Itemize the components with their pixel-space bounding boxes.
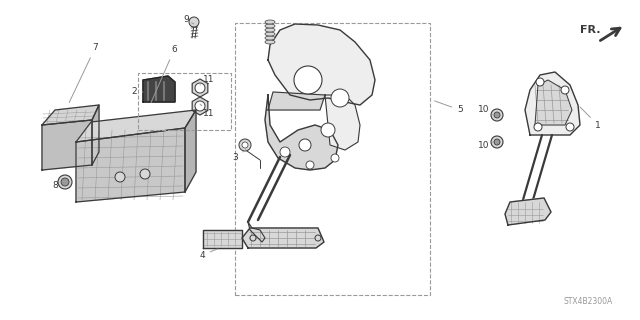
Text: 11: 11 <box>200 76 215 85</box>
Circle shape <box>61 178 69 186</box>
Polygon shape <box>42 105 99 125</box>
Polygon shape <box>268 24 375 105</box>
Text: 3: 3 <box>232 150 246 163</box>
Bar <box>235 23 430 295</box>
Circle shape <box>321 123 335 137</box>
Text: 7: 7 <box>69 44 98 102</box>
Text: 1: 1 <box>580 107 601 130</box>
Text: 10: 10 <box>478 106 493 115</box>
Ellipse shape <box>265 28 275 32</box>
Circle shape <box>140 169 150 179</box>
Bar <box>138 73 231 130</box>
Circle shape <box>195 83 205 93</box>
Circle shape <box>491 109 503 121</box>
Polygon shape <box>265 95 338 170</box>
Text: FR.: FR. <box>580 25 600 35</box>
Circle shape <box>250 235 256 241</box>
Text: 9: 9 <box>183 15 194 25</box>
Text: 4: 4 <box>199 249 218 260</box>
Polygon shape <box>203 230 242 248</box>
Circle shape <box>331 154 339 162</box>
Circle shape <box>195 101 205 111</box>
Circle shape <box>239 139 251 151</box>
Polygon shape <box>76 110 196 142</box>
Circle shape <box>566 123 574 131</box>
Polygon shape <box>192 97 208 115</box>
Circle shape <box>189 17 199 27</box>
Polygon shape <box>325 95 360 150</box>
Text: 5: 5 <box>435 101 463 115</box>
Circle shape <box>242 142 248 148</box>
Circle shape <box>534 123 542 131</box>
Polygon shape <box>42 120 92 170</box>
Text: 2: 2 <box>131 87 143 97</box>
Polygon shape <box>535 80 572 125</box>
Polygon shape <box>76 128 185 202</box>
Text: STX4B2300A: STX4B2300A <box>563 298 612 307</box>
Circle shape <box>115 172 125 182</box>
Circle shape <box>294 66 322 94</box>
Circle shape <box>331 89 349 107</box>
Circle shape <box>491 136 503 148</box>
Circle shape <box>315 235 321 241</box>
Polygon shape <box>192 79 208 97</box>
Circle shape <box>536 78 544 86</box>
Text: 6: 6 <box>151 45 177 102</box>
Polygon shape <box>143 76 175 102</box>
Circle shape <box>58 175 72 189</box>
Circle shape <box>299 139 311 151</box>
Circle shape <box>306 161 314 169</box>
Circle shape <box>561 86 569 94</box>
Polygon shape <box>248 222 265 242</box>
Ellipse shape <box>265 40 275 44</box>
Circle shape <box>494 139 500 145</box>
Text: 10: 10 <box>478 140 493 149</box>
Text: 8: 8 <box>52 180 65 189</box>
Ellipse shape <box>265 20 275 24</box>
Polygon shape <box>92 105 99 165</box>
Circle shape <box>280 147 290 157</box>
Ellipse shape <box>265 36 275 40</box>
Polygon shape <box>525 72 580 135</box>
Ellipse shape <box>265 24 275 28</box>
Polygon shape <box>242 228 324 248</box>
Circle shape <box>494 112 500 118</box>
Polygon shape <box>268 92 325 110</box>
Polygon shape <box>505 198 551 225</box>
Text: 11: 11 <box>200 104 215 117</box>
Polygon shape <box>185 110 196 192</box>
Ellipse shape <box>265 32 275 36</box>
